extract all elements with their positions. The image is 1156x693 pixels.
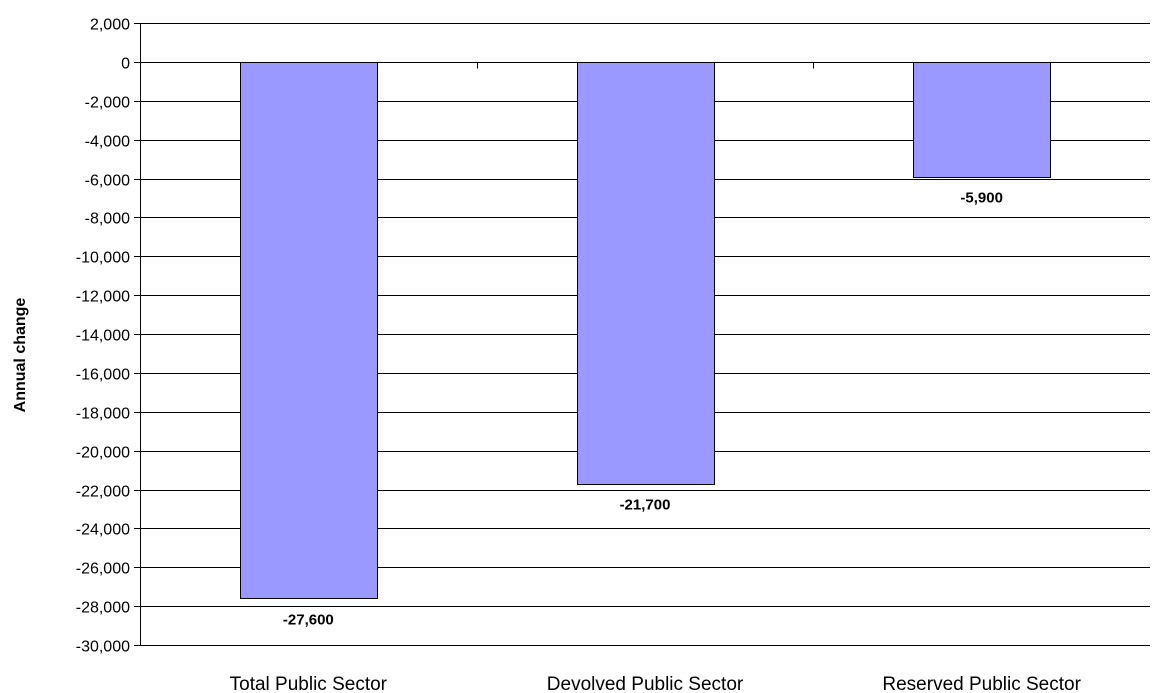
y-tick-label: -4,000 [85, 134, 130, 151]
y-tick-label: -22,000 [76, 484, 130, 501]
y-tick-label: -6,000 [85, 173, 130, 190]
y-tick-label: -12,000 [76, 289, 130, 306]
y-tick-label: -16,000 [76, 367, 130, 384]
y-tick-label: -14,000 [76, 328, 130, 345]
bars [240, 62, 1051, 599]
y-tick-label: -2,000 [85, 95, 130, 112]
y-tick-label: -20,000 [76, 445, 130, 462]
y-tick-labels: 2,000 0 -2,000 -4,000 -6,000 -8,000 -10,000 -12… [76, 17, 130, 656]
y-tick-label: -24,000 [76, 522, 130, 539]
x-category-labels: Total Public Sector Devolved Public Secto… [230, 674, 1082, 693]
data-label: -5,900 [960, 190, 1003, 207]
y-tick-label: -30,000 [76, 639, 130, 656]
x-category-label: Reserved Public Sector [882, 674, 1081, 693]
data-label: -21,700 [620, 497, 671, 514]
y-axis-title: Annual change [12, 298, 29, 413]
y-tick-label: 0 [121, 56, 130, 73]
bar [577, 62, 715, 485]
data-labels: -27,600 -21,700 -5,900 [283, 190, 1003, 629]
data-label: -27,600 [283, 611, 334, 628]
bar [913, 62, 1051, 178]
axes [134, 23, 814, 646]
y-tick-label: -10,000 [76, 250, 130, 267]
y-tick-label: -8,000 [85, 211, 130, 228]
y-tick-label: -26,000 [76, 561, 130, 578]
bar [240, 62, 378, 599]
y-tick-label: 2,000 [90, 17, 130, 34]
x-category-label: Total Public Sector [230, 674, 388, 693]
x-category-label: Devolved Public Sector [547, 674, 744, 693]
y-tick-label: -28,000 [76, 600, 130, 617]
y-tick-label: -18,000 [76, 406, 130, 423]
